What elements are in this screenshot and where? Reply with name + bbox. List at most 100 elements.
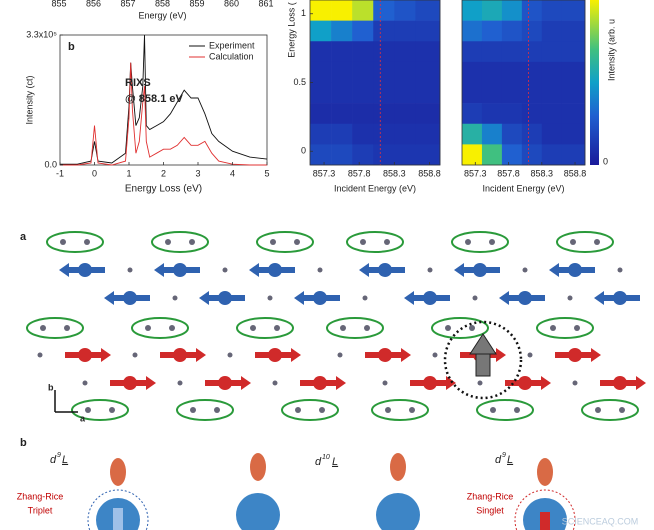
panel-label: b bbox=[20, 437, 27, 449]
heat-cell bbox=[373, 123, 395, 145]
axis-label: b bbox=[48, 382, 54, 392]
atom bbox=[550, 325, 556, 331]
ion bbox=[123, 291, 137, 305]
arrow-head bbox=[594, 291, 604, 305]
atom bbox=[222, 267, 228, 273]
heat-cell bbox=[310, 61, 332, 83]
dimer-ring bbox=[326, 317, 384, 339]
state-sup: 9 bbox=[502, 452, 506, 459]
arrow-head bbox=[401, 348, 411, 362]
atom bbox=[522, 267, 528, 273]
arrow-head bbox=[636, 376, 646, 390]
ion bbox=[568, 263, 582, 277]
ion bbox=[268, 348, 282, 362]
heat-cell bbox=[394, 144, 416, 166]
panel-label: a bbox=[20, 231, 27, 243]
heat-cell bbox=[415, 0, 441, 21]
orbit-ring bbox=[514, 489, 576, 530]
y-tick-label: 0 bbox=[301, 146, 306, 156]
y-axis-label: Intensity (ct) bbox=[24, 75, 34, 124]
atom bbox=[295, 407, 301, 413]
state-name: Triplet bbox=[28, 505, 53, 515]
state-base: d bbox=[50, 454, 57, 466]
cu-ion bbox=[376, 493, 420, 530]
annotation: @ 858.1 eV bbox=[125, 93, 183, 105]
ion bbox=[313, 376, 327, 390]
hole-circle bbox=[443, 320, 523, 400]
heat-cell bbox=[394, 103, 416, 125]
x-tick-label: 857.8 bbox=[348, 168, 371, 178]
dimer-ring bbox=[431, 317, 489, 339]
atom bbox=[432, 352, 438, 358]
atom bbox=[85, 407, 91, 413]
ion bbox=[518, 291, 532, 305]
heat-cell bbox=[415, 41, 441, 63]
heat-cell bbox=[373, 20, 395, 42]
heat-cell bbox=[462, 41, 483, 63]
atom bbox=[617, 267, 623, 273]
colorbar bbox=[590, 0, 599, 165]
state-ligand: L bbox=[507, 454, 513, 466]
heat-cell bbox=[501, 61, 523, 83]
x-tick-label: 857.8 bbox=[497, 168, 520, 178]
heat-cell bbox=[462, 144, 483, 166]
x-axis-label: Energy (eV) bbox=[138, 10, 186, 20]
heat-cell bbox=[481, 123, 503, 145]
x-tick-label: 4 bbox=[230, 168, 235, 178]
arrow-head bbox=[591, 348, 601, 362]
top-tick-label: 857 bbox=[120, 0, 135, 8]
top-tick-label: 859 bbox=[189, 0, 204, 8]
heat-cell bbox=[462, 82, 483, 104]
x-axis-label: Incident Energy (eV) bbox=[482, 183, 564, 193]
legend-label: Calculation bbox=[209, 51, 254, 61]
ion bbox=[268, 263, 282, 277]
heat-cell bbox=[541, 41, 563, 63]
dimer-ring bbox=[581, 399, 639, 421]
dimer-ring bbox=[476, 399, 534, 421]
atom bbox=[319, 407, 325, 413]
atom bbox=[214, 407, 220, 413]
heat-cell bbox=[331, 144, 353, 166]
arrow-head bbox=[104, 291, 114, 305]
x-tick-label: 3 bbox=[195, 168, 200, 178]
dimer-ring bbox=[556, 231, 614, 253]
arrow-head bbox=[359, 263, 369, 277]
heat-cell bbox=[352, 41, 374, 63]
heat-cell bbox=[541, 20, 563, 42]
state-sup: 10 bbox=[322, 454, 330, 461]
heat-cell bbox=[521, 41, 543, 63]
dimer-ring bbox=[371, 399, 429, 421]
heat-cell bbox=[331, 20, 353, 42]
dimer-ring bbox=[346, 231, 404, 253]
y-axis-label: Energy Loss ( bbox=[286, 2, 296, 58]
atom bbox=[469, 325, 475, 331]
atom bbox=[250, 325, 256, 331]
heat-cell bbox=[521, 82, 543, 104]
heat-cell bbox=[331, 0, 353, 21]
x-tick-label: 858.3 bbox=[531, 168, 554, 178]
y-tick-label: 1 bbox=[301, 8, 306, 18]
x-tick-label: 858.3 bbox=[383, 168, 406, 178]
heat-cell bbox=[561, 20, 586, 42]
top-tick-label: 860 bbox=[224, 0, 239, 8]
heat-cell bbox=[481, 41, 503, 63]
d-orbital bbox=[537, 458, 553, 486]
heat-cell bbox=[521, 144, 543, 166]
atom bbox=[127, 267, 133, 273]
x-axis-label: Energy Loss (eV) bbox=[125, 184, 202, 195]
ion bbox=[473, 263, 487, 277]
ion bbox=[423, 376, 437, 390]
orbit-ring bbox=[87, 489, 149, 530]
heat-cell bbox=[481, 103, 503, 125]
atom bbox=[360, 239, 366, 245]
heat-cell bbox=[352, 103, 374, 125]
heat-cell bbox=[462, 103, 483, 125]
ion bbox=[218, 291, 232, 305]
heat-cell bbox=[541, 123, 563, 145]
atom bbox=[169, 325, 175, 331]
heat-cell bbox=[481, 144, 503, 166]
axis-arrows bbox=[54, 390, 78, 413]
top-tick-label: 856 bbox=[86, 0, 101, 8]
heat-cell bbox=[310, 144, 332, 166]
heat-cell bbox=[352, 123, 374, 145]
